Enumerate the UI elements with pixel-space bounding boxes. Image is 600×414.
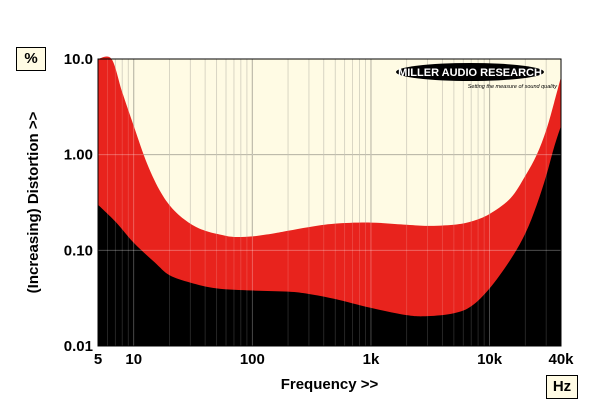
x-tick-labels: 5 10 100 1k 10k 40k — [94, 351, 574, 368]
y-tick-label: 0.01 — [64, 338, 93, 355]
x-tick-label: 10 — [125, 351, 142, 368]
distortion-band-area — [98, 56, 561, 346]
x-tick-label: 40k — [548, 351, 574, 368]
brand-logo: MILLER AUDIO RESEARCH Setting the measur… — [396, 63, 558, 90]
x-tick-label: 100 — [240, 351, 265, 368]
y-tick-labels: 0.01 0.10 1.00 10.0 — [64, 51, 93, 355]
x-unit-label: Hz — [546, 375, 578, 399]
y-tick-label: 10.0 — [64, 51, 93, 68]
chart-grid-overlay — [98, 59, 561, 346]
y-unit-label: % — [16, 47, 46, 71]
y-axis-title: (Increasing) Distortion >> — [25, 111, 42, 293]
x-tick-label: 10k — [477, 351, 503, 368]
x-axis-title: Frequency >> — [281, 376, 379, 393]
x-tick-label: 5 — [94, 351, 102, 368]
plot-frame — [97, 58, 562, 347]
logo-tagline: Setting the measure of sound quality — [468, 84, 559, 90]
x-tick-label: 1k — [363, 351, 380, 368]
y-tick-label: 1.00 — [64, 147, 93, 164]
distortion-floor-area — [98, 125, 561, 347]
logo-oval — [396, 63, 544, 81]
logo-text: MILLER AUDIO RESEARCH — [398, 67, 542, 79]
y-tick-label: 0.10 — [64, 242, 93, 259]
